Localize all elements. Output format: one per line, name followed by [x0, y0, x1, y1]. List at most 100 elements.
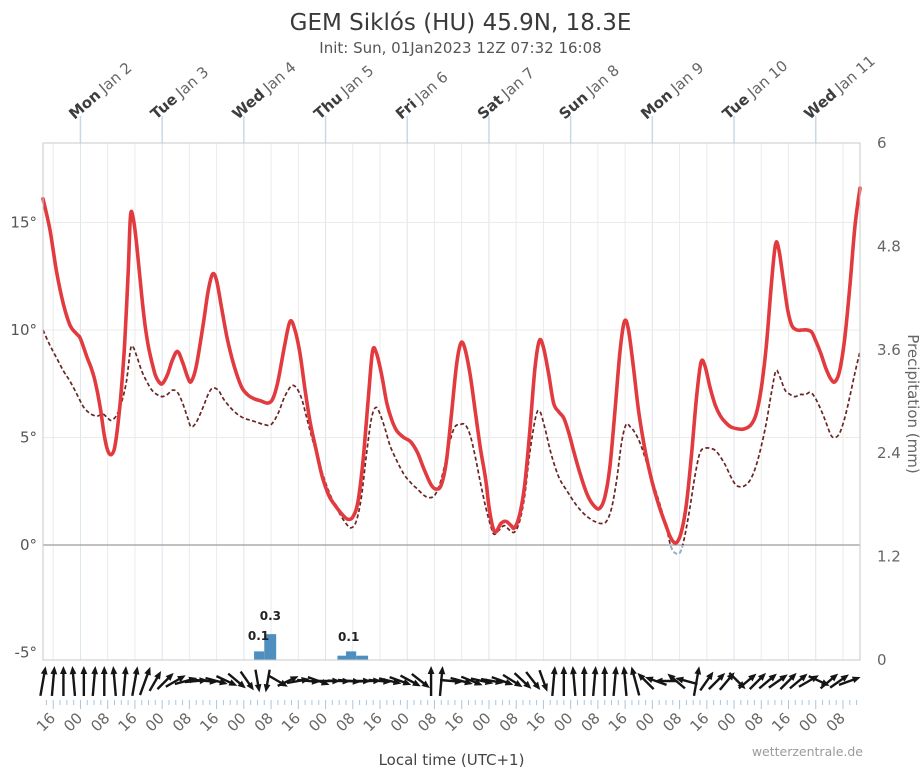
- wind-arrow-head: [612, 666, 619, 675]
- precip-bar: [356, 655, 369, 660]
- temperature-line: [41, 186, 862, 545]
- hour-label: 00: [305, 709, 331, 735]
- wind-arrow-shaft: [368, 678, 386, 683]
- wind-arrow-shaft: [819, 676, 835, 690]
- wind-arrow-head: [132, 666, 140, 675]
- hour-label: 16: [686, 709, 712, 735]
- temp-tick-label: 15°: [10, 214, 37, 232]
- hour-label: 08: [169, 709, 195, 735]
- wind-arrow-head: [580, 666, 588, 674]
- wind-arrow-head: [246, 681, 254, 691]
- hour-label: 08: [87, 709, 113, 735]
- wind-arrow-head: [69, 666, 77, 675]
- temp-tick-label: -5°: [15, 644, 37, 662]
- day-label: WedJan 11: [801, 52, 879, 123]
- hour-label: 00: [714, 709, 740, 735]
- wind-arrow-head: [154, 671, 162, 680]
- watermark-wetterzentrale: wetterzentrale.de: [751, 744, 863, 759]
- precip-bar: [254, 651, 265, 660]
- wind-arrow-head: [820, 679, 830, 686]
- wind-arrow-head: [532, 681, 541, 691]
- wind-arrow-shaft: [525, 671, 538, 687]
- wind-arrow-head: [550, 666, 558, 675]
- hour-label: 00: [632, 709, 658, 735]
- wind-arrow-head: [748, 673, 757, 682]
- hour-label: 16: [360, 709, 386, 735]
- wind-arrow-head: [621, 666, 628, 675]
- wind-arrow-shaft: [399, 674, 417, 685]
- precip-bar: [345, 651, 357, 660]
- precip-bar: [337, 655, 346, 660]
- hour-label: 00: [469, 709, 495, 735]
- wind-arrow-head: [513, 679, 523, 688]
- wind-arrow-head: [851, 676, 861, 683]
- wind-arrow-head: [654, 677, 663, 685]
- wind-arrow-shaft: [296, 678, 315, 683]
- wind-arrow-head: [726, 672, 735, 681]
- wind-arrow-shaft: [612, 671, 617, 697]
- wind-arrow-shaft: [50, 671, 56, 697]
- temp-tick-label: 0°: [20, 536, 37, 554]
- wind-arrow-shaft: [502, 673, 519, 685]
- precip-bar: [264, 634, 277, 660]
- wind-arrow-shaft: [450, 676, 468, 684]
- wind-arrow-shaft: [798, 677, 815, 688]
- hour-label: 00: [387, 709, 413, 735]
- hour-label: 08: [823, 709, 849, 735]
- wind-arrow-head: [644, 676, 654, 683]
- wind-arrow-shaft: [205, 676, 223, 684]
- wind-arrow-head: [177, 675, 186, 683]
- hour-label: 16: [605, 709, 631, 735]
- wind-arrow-head: [694, 666, 702, 675]
- wind-arrow-shaft: [239, 670, 252, 687]
- wind-arrow-head: [591, 666, 599, 675]
- wind-arrow-shaft: [460, 675, 478, 685]
- wind-arrow-head: [779, 674, 788, 682]
- wind-arrow-shaft: [640, 676, 655, 690]
- hour-label: 16: [278, 709, 304, 735]
- precip-tick-label: 3.6: [877, 341, 901, 359]
- wind-arrow-shaft: [265, 669, 271, 687]
- wind-arrow-head: [464, 678, 473, 686]
- wind-arrow-shaft: [277, 677, 294, 687]
- wind-arrow-head: [144, 666, 151, 676]
- precip-tick-label: 2.4: [877, 444, 901, 462]
- wind-arrow-head: [570, 666, 577, 675]
- hour-label: 16: [768, 709, 794, 735]
- wind-arrow-shaft: [378, 677, 396, 684]
- hour-label: 16: [523, 709, 549, 735]
- hour-label: 08: [577, 709, 603, 735]
- wind-arrow-shaft: [165, 677, 182, 688]
- wind-arrow-head: [788, 672, 797, 681]
- wind-arrow-shaft: [789, 676, 804, 690]
- hour-label: 08: [414, 709, 440, 735]
- wind-arrow-shaft: [91, 671, 97, 697]
- wind-arrow-head: [402, 679, 412, 686]
- wind-arrow-head: [100, 666, 108, 674]
- wind-arrow-shaft: [438, 671, 444, 697]
- wind-arrow-shaft: [838, 677, 856, 687]
- precip-axis-title: Precipitation (mm): [904, 334, 921, 474]
- wind-arrow-shaft: [538, 669, 547, 687]
- wind-arrow-shaft: [148, 675, 160, 692]
- wind-arrow-head: [504, 679, 514, 686]
- wind-arrow-shaft: [829, 676, 845, 689]
- hour-label: 00: [550, 709, 576, 735]
- wind-arrow-shaft: [470, 677, 488, 684]
- day-label: WedJan 4: [229, 58, 300, 123]
- wind-arrow-shaft: [131, 671, 138, 696]
- wind-arrow-shaft: [623, 671, 628, 697]
- wind-arrow-head: [757, 672, 767, 681]
- wind-arrow-head: [840, 674, 849, 682]
- hour-label: 08: [251, 709, 277, 735]
- wind-arrow-shaft: [631, 671, 641, 696]
- day-label: SunJan 8: [555, 61, 622, 123]
- wind-arrow-shaft: [491, 675, 509, 685]
- hour-label: 08: [332, 709, 358, 735]
- day-label: ThuJan 5: [310, 62, 377, 123]
- wind-arrow-shaft: [551, 671, 556, 697]
- wind-arrow-shaft: [112, 671, 117, 697]
- day-label: TueJan 10: [719, 57, 792, 123]
